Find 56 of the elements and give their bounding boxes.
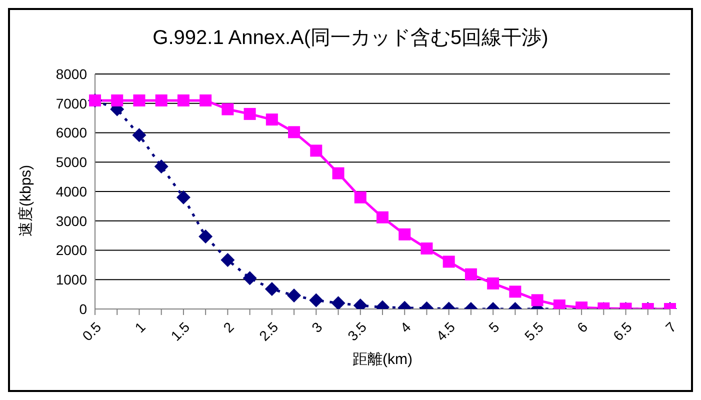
x-axis-title: 距離(km) — [352, 351, 412, 368]
point — [288, 126, 300, 138]
point — [132, 128, 146, 142]
x-tick-label: 6 — [574, 318, 591, 336]
point — [200, 94, 212, 106]
point — [331, 296, 346, 309]
x-tick-label: 5.5 — [521, 318, 547, 344]
x-tick-label: 4.5 — [432, 318, 458, 344]
x-tick-label: 1 — [132, 318, 149, 336]
point — [509, 286, 522, 298]
x-tick-label: 4 — [396, 318, 414, 336]
y-tick-label: 2000 — [56, 242, 88, 258]
x-tick-label: 2.5 — [256, 318, 282, 344]
y-axis-title: 速度(kbps) — [17, 164, 34, 236]
point — [420, 242, 433, 254]
point — [264, 282, 279, 296]
point — [176, 190, 190, 204]
x-tick-label: 5 — [485, 318, 502, 336]
y-tick-label: 4000 — [56, 183, 88, 200]
y-tick-label: 0 — [79, 300, 88, 317]
x-tick-label: 6.5 — [610, 318, 636, 344]
point — [376, 211, 388, 224]
point — [198, 229, 213, 244]
point — [309, 293, 324, 308]
x-tick-label: 2 — [220, 318, 237, 336]
point — [266, 114, 278, 126]
point — [177, 94, 190, 106]
point — [354, 191, 366, 204]
point — [487, 277, 500, 290]
x-tick-label: 3 — [308, 318, 326, 336]
point — [242, 271, 257, 286]
chart-title: G.992.1 Annex.A(同一カッド含む5回線干渉) — [152, 26, 550, 51]
y-tick-label: 8000 — [56, 66, 88, 82]
y-tick-label: 5000 — [56, 154, 88, 170]
point — [442, 256, 455, 268]
x-tick-label: 1.5 — [168, 318, 193, 344]
point — [244, 108, 256, 120]
y-tick-label: 6000 — [56, 124, 88, 141]
x-tick-label: 7 — [662, 318, 680, 336]
y-tick-label: 3000 — [56, 212, 88, 229]
point — [133, 94, 146, 106]
point — [287, 288, 302, 302]
x-tick-label: 0.5 — [79, 318, 104, 344]
point — [332, 167, 344, 180]
point — [464, 268, 477, 280]
point — [531, 294, 544, 306]
point — [222, 103, 234, 116]
point — [155, 94, 168, 106]
point — [398, 228, 411, 240]
y-tick-label: 7000 — [56, 95, 88, 112]
point — [310, 144, 322, 157]
point — [111, 94, 124, 106]
point — [220, 252, 235, 267]
x-tick-label: 3.5 — [344, 318, 370, 344]
point — [154, 160, 168, 174]
y-tick-label: 1000 — [56, 272, 88, 288]
